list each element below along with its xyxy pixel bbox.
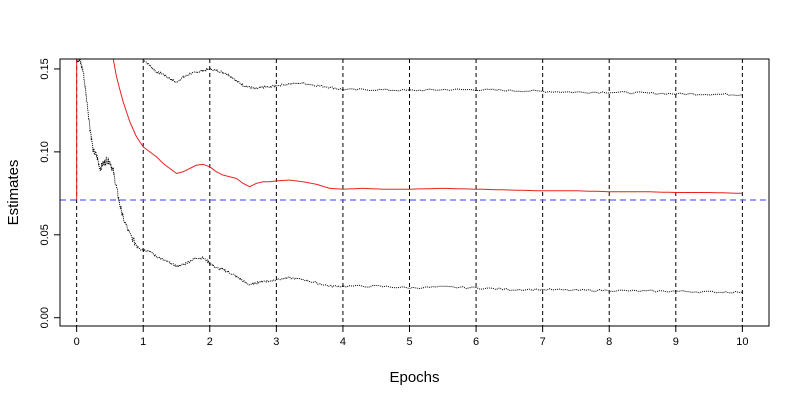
x-tick-label: 6 bbox=[473, 336, 479, 348]
series-line-lower-bound bbox=[76, 59, 743, 294]
x-axis: 0 1 2 3 4 5 6 7 8 9 10 bbox=[74, 326, 748, 348]
series-line-estimate bbox=[112, 59, 743, 194]
x-axis-title: Epochs bbox=[389, 369, 439, 386]
x-tick-label: 7 bbox=[540, 336, 546, 348]
y-tick-label: 0.05 bbox=[39, 224, 51, 245]
plot-frame bbox=[59, 58, 770, 327]
grid-lines bbox=[76, 59, 743, 326]
x-tick-label: 4 bbox=[340, 336, 346, 348]
y-axis: 0.00 0.05 0.10 0.15 bbox=[39, 58, 60, 328]
x-tick-label: 8 bbox=[606, 336, 612, 348]
y-axis-title: Estimates bbox=[5, 160, 22, 226]
x-tick-label: 3 bbox=[273, 336, 279, 348]
x-tick-label: 0 bbox=[74, 336, 80, 348]
y-tick-label: 0.10 bbox=[39, 141, 51, 162]
x-tick-label: 1 bbox=[140, 336, 146, 348]
x-tick-label: 5 bbox=[406, 336, 412, 348]
x-tick-label: 2 bbox=[207, 336, 213, 348]
series-layer bbox=[76, 59, 743, 294]
y-tick-label: 0.15 bbox=[39, 58, 51, 79]
y-tick-label: 0.00 bbox=[39, 307, 51, 328]
series-line-upper-bound bbox=[142, 59, 743, 96]
x-tick-label: 10 bbox=[736, 336, 748, 348]
x-tick-label: 9 bbox=[673, 336, 679, 348]
